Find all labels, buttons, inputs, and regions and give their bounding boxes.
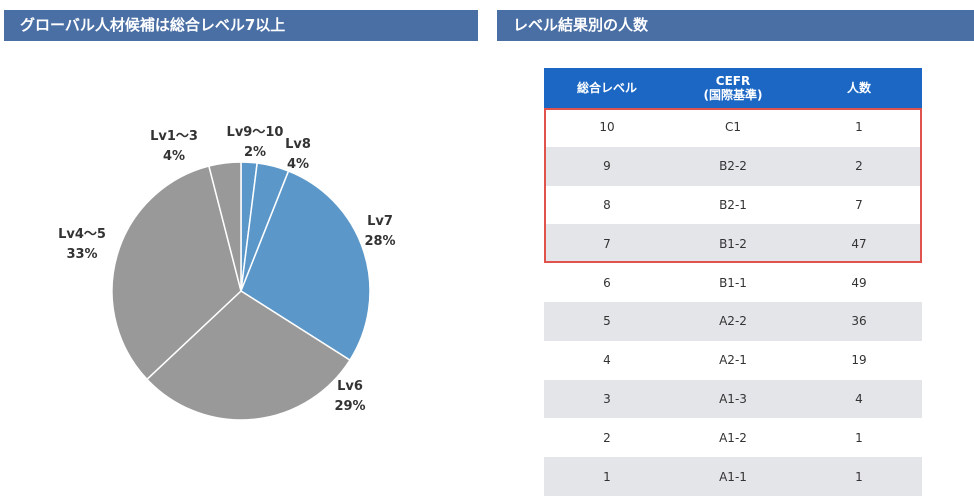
pie-slice-label: Lv4〜5 xyxy=(58,227,106,242)
cell-count: 36 xyxy=(796,301,922,341)
cell-cefr: B2-2 xyxy=(670,146,796,186)
pie-slice-label: Lv8 xyxy=(285,137,311,152)
pie-slice-label: Lv7 xyxy=(367,214,393,229)
cell-cefr: B1-2 xyxy=(670,224,796,264)
cell-level: 8 xyxy=(544,185,670,225)
cell-level: 4 xyxy=(544,340,670,380)
cell-level: 5 xyxy=(544,301,670,341)
level-results-table: 総合レベル CEFR (国際基準) 人数 10 C1 1 9 B2-2 2 8 B2-1 7 7 B… xyxy=(544,68,922,496)
table-row: 1 A1-1 1 xyxy=(544,457,922,496)
cell-cefr: A2-2 xyxy=(670,301,796,341)
header-cefr-line2: (国際基準) xyxy=(703,88,763,102)
cell-count: 4 xyxy=(796,379,922,419)
table-row: 9 B2-2 2 xyxy=(544,146,922,186)
cell-cefr: A1-2 xyxy=(670,418,796,458)
pie-slice-percent: 2% xyxy=(244,145,266,160)
cell-cefr: B1-1 xyxy=(670,263,796,302)
table-row: 8 B2-1 7 xyxy=(544,185,922,225)
cell-level: 7 xyxy=(544,224,670,264)
cell-level: 3 xyxy=(544,379,670,419)
pie-panel-title: グローバル人材候補は総合レベル7以上 xyxy=(4,10,478,41)
pie-slice xyxy=(240,170,371,362)
table-row: 5 A2-2 36 xyxy=(544,301,922,341)
table-panel-title: レベル結果別の人数 xyxy=(497,10,974,41)
level-distribution-pie-chart: Lv9〜10 2% Lv8 4% Lv7 28% Lv6 29% Lv4〜5 33% Lv1〜3 4% xyxy=(58,125,396,421)
cell-count: 19 xyxy=(796,340,922,380)
table-row: 4 A2-1 19 xyxy=(544,340,922,380)
cell-cefr: A2-1 xyxy=(670,340,796,380)
cell-cefr: C1 xyxy=(670,108,796,147)
cell-cefr: A1-1 xyxy=(670,457,796,496)
table-row: 10 C1 1 xyxy=(544,108,922,147)
table-row: 6 B1-1 49 xyxy=(544,263,922,302)
pie-slice xyxy=(145,290,351,421)
cell-count: 1 xyxy=(796,457,922,496)
table-row: 3 A1-3 4 xyxy=(544,379,922,419)
table-row: 7 B1-2 47 xyxy=(544,224,922,264)
cell-level: 10 xyxy=(544,108,670,147)
header-count: 人数 xyxy=(796,68,922,108)
pie-slice-percent: 29% xyxy=(334,399,365,414)
pie-slice-label: Lv1〜3 xyxy=(150,129,198,144)
cell-count: 47 xyxy=(796,224,922,264)
cell-level: 1 xyxy=(544,457,670,496)
cell-level: 9 xyxy=(544,146,670,186)
cell-count: 2 xyxy=(796,146,922,186)
header-total-level: 総合レベル xyxy=(544,68,670,108)
cell-count: 1 xyxy=(796,108,922,147)
pie-slice-percent: 4% xyxy=(287,157,309,172)
table-header-row: 総合レベル CEFR (国際基準) 人数 xyxy=(544,68,922,108)
cell-count: 7 xyxy=(796,185,922,225)
cell-level: 2 xyxy=(544,418,670,458)
pie-slice-percent: 4% xyxy=(163,149,185,164)
pie-slice-label: Lv6 xyxy=(337,379,363,394)
cell-count: 1 xyxy=(796,418,922,458)
pie-slice xyxy=(208,161,242,292)
cell-count: 49 xyxy=(796,263,922,302)
pie-slice-label: Lv9〜10 xyxy=(227,125,284,140)
header-cefr: CEFR (国際基準) xyxy=(670,68,796,108)
pie-slice-percent: 28% xyxy=(364,234,395,249)
table-row: 2 A1-2 1 xyxy=(544,418,922,458)
cell-cefr: B2-1 xyxy=(670,185,796,225)
cell-cefr: A1-3 xyxy=(670,379,796,419)
pie-slice-percent: 33% xyxy=(66,247,97,262)
pie-slice xyxy=(111,165,242,381)
header-cefr-line1: CEFR xyxy=(715,74,751,88)
cell-level: 6 xyxy=(544,263,670,302)
